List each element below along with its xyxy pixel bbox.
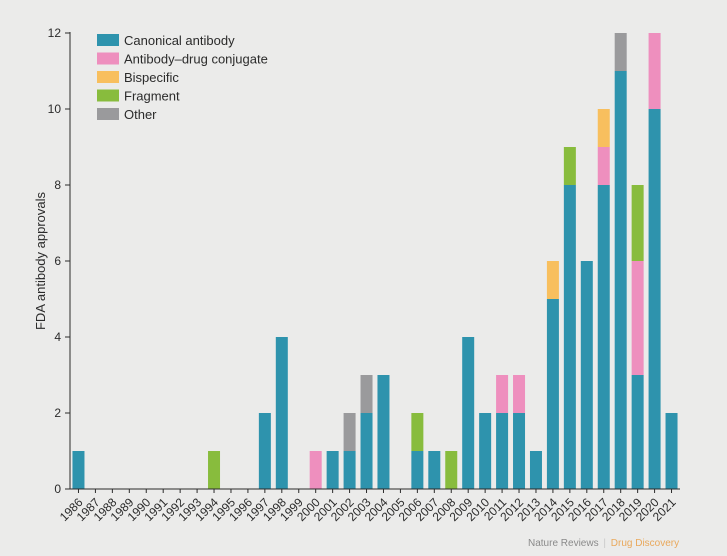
bar-2013-canonical-antibody xyxy=(529,451,542,489)
bar-2019-fragment xyxy=(631,185,644,261)
bar-2011-antibody-drug-conjugate xyxy=(496,375,509,413)
bar-2019-canonical-antibody xyxy=(631,375,644,489)
legend-label-antibody-drug-conjugate: Antibody–drug conjugate xyxy=(124,52,268,67)
bar-1998-canonical-antibody xyxy=(275,337,288,489)
bar-1997-canonical-antibody xyxy=(258,413,271,489)
bar-1994-fragment xyxy=(208,451,221,489)
bar-2001-canonical-antibody xyxy=(326,451,339,489)
legend-swatch-fragment xyxy=(97,89,119,102)
y-tick-label-4: 4 xyxy=(54,330,61,344)
bar-2003-other xyxy=(360,375,373,413)
legend-label-bispecific: Bispecific xyxy=(124,70,179,85)
bar-2015-canonical-antibody xyxy=(563,185,576,489)
y-tick-label-0: 0 xyxy=(54,482,61,496)
bar-2006-fragment xyxy=(411,413,424,451)
credit-journal: Nature Reviews xyxy=(528,538,599,549)
bar-2012-antibody-drug-conjugate xyxy=(513,375,526,413)
y-tick-label-12: 12 xyxy=(48,26,62,40)
bar-2002-other xyxy=(343,413,356,451)
y-axis-title: FDA antibody approvals xyxy=(33,191,48,330)
bar-2017-bispecific xyxy=(597,109,610,147)
bar-1986-canonical-antibody xyxy=(72,451,85,489)
bar-2006-canonical-antibody xyxy=(411,451,424,489)
bar-2018-other xyxy=(614,33,627,71)
bar-2018-canonical-antibody xyxy=(614,71,627,489)
bar-2011-canonical-antibody xyxy=(496,413,509,489)
legend-label-other: Other xyxy=(124,107,157,122)
bar-2014-canonical-antibody xyxy=(546,299,559,489)
bar-2000-antibody-drug-conjugate xyxy=(309,451,322,489)
bar-2016-canonical-antibody xyxy=(580,261,593,489)
legend-swatch-other xyxy=(97,108,119,120)
bar-2004-canonical-antibody xyxy=(377,375,390,489)
bar-2017-antibody-drug-conjugate xyxy=(597,147,610,185)
bar-2021-canonical-antibody xyxy=(665,413,678,489)
credit-section: Drug Discovery xyxy=(610,538,680,549)
bar-2007-canonical-antibody xyxy=(428,451,441,489)
legend-label-fragment: Fragment xyxy=(124,89,180,104)
bar-2014-bispecific xyxy=(546,261,559,299)
bar-2015-fragment xyxy=(563,147,576,185)
y-tick-label-10: 10 xyxy=(48,102,62,116)
bar-2020-canonical-antibody xyxy=(648,109,661,489)
bar-2002-canonical-antibody xyxy=(343,451,356,489)
bar-2012-canonical-antibody xyxy=(513,413,526,489)
y-tick-label-6: 6 xyxy=(54,254,61,268)
bar-2010-canonical-antibody xyxy=(479,413,492,489)
source-credit: Nature Reviews | Drug Discovery xyxy=(528,538,679,549)
y-tick-label-8: 8 xyxy=(54,178,61,192)
bar-2020-antibody-drug-conjugate xyxy=(648,33,661,109)
bar-2017-canonical-antibody xyxy=(597,185,610,489)
bar-2019-antibody-drug-conjugate xyxy=(631,261,644,375)
bar-2008-fragment xyxy=(445,451,458,489)
legend-swatch-antibody-drug-conjugate xyxy=(97,52,119,65)
legend-label-canonical-antibody: Canonical antibody xyxy=(124,33,235,48)
y-tick-label-2: 2 xyxy=(54,406,61,420)
bar-2009-canonical-antibody xyxy=(462,337,475,489)
legend-swatch-bispecific xyxy=(97,71,119,83)
legend-swatch-canonical-antibody xyxy=(97,34,119,46)
bar-2003-canonical-antibody xyxy=(360,413,373,489)
credit-separator: | xyxy=(603,538,606,549)
